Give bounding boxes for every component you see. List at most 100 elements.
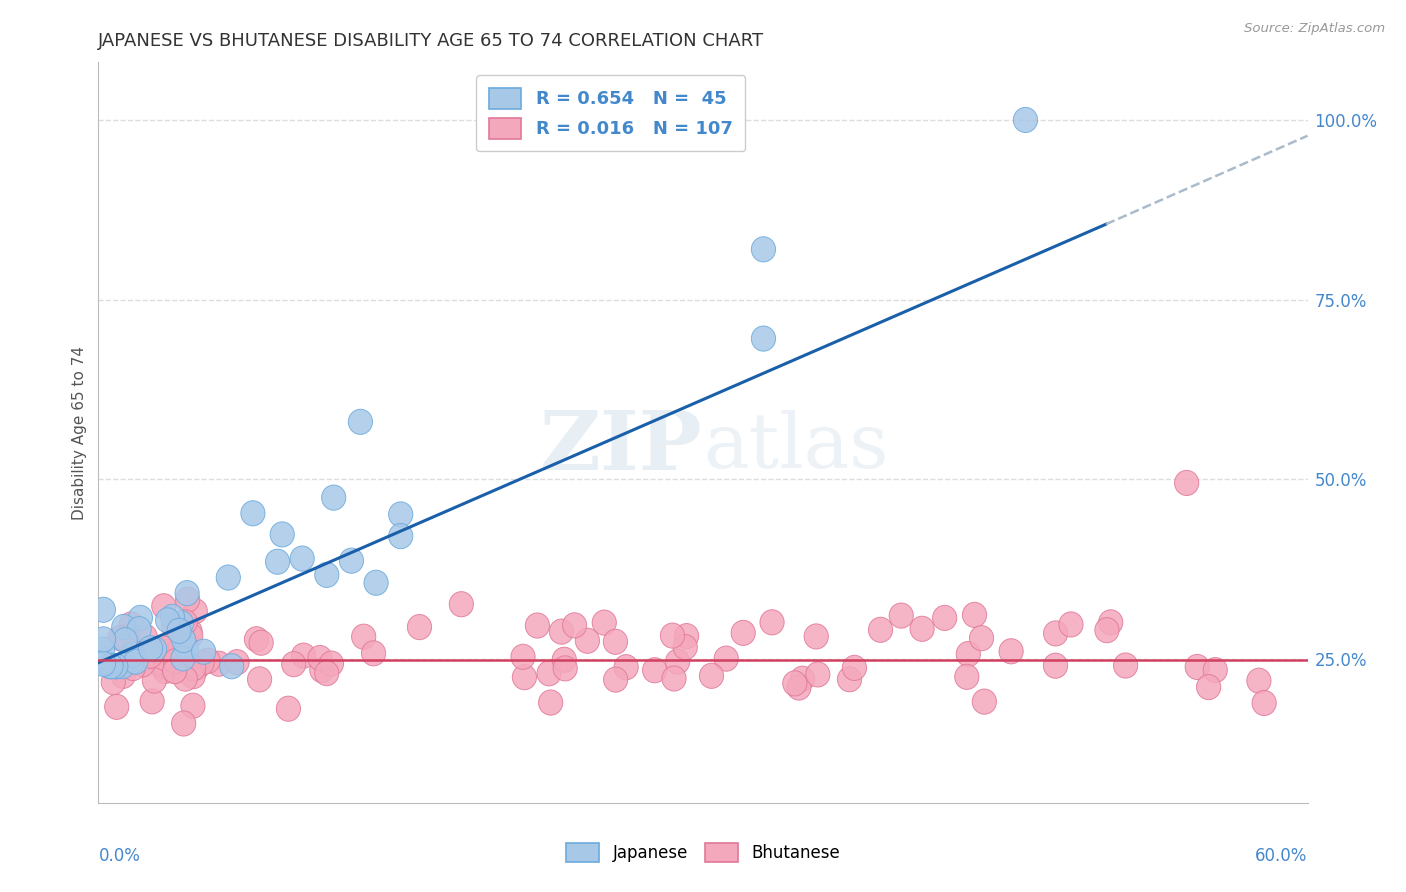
Ellipse shape [181, 656, 205, 681]
Ellipse shape [112, 628, 138, 653]
Ellipse shape [889, 603, 914, 628]
Ellipse shape [553, 648, 576, 673]
Ellipse shape [141, 689, 165, 714]
Ellipse shape [1014, 107, 1038, 133]
Ellipse shape [179, 618, 202, 644]
Ellipse shape [173, 610, 197, 635]
Ellipse shape [510, 644, 536, 669]
Legend: Japanese, Bhutanese: Japanese, Bhutanese [560, 836, 846, 869]
Ellipse shape [842, 656, 866, 681]
Ellipse shape [270, 522, 294, 547]
Ellipse shape [156, 636, 180, 661]
Ellipse shape [614, 655, 638, 680]
Ellipse shape [291, 643, 315, 668]
Ellipse shape [138, 643, 163, 668]
Ellipse shape [662, 666, 686, 691]
Ellipse shape [869, 617, 893, 642]
Ellipse shape [956, 641, 980, 666]
Ellipse shape [108, 625, 132, 650]
Ellipse shape [127, 616, 152, 641]
Ellipse shape [111, 664, 135, 689]
Ellipse shape [665, 649, 690, 674]
Ellipse shape [322, 485, 346, 510]
Ellipse shape [673, 634, 697, 660]
Ellipse shape [104, 654, 128, 679]
Ellipse shape [190, 650, 214, 675]
Ellipse shape [349, 409, 373, 434]
Ellipse shape [388, 524, 413, 549]
Ellipse shape [408, 615, 432, 640]
Ellipse shape [90, 637, 114, 662]
Ellipse shape [167, 618, 191, 643]
Ellipse shape [575, 628, 599, 653]
Ellipse shape [281, 651, 305, 677]
Ellipse shape [388, 502, 413, 527]
Ellipse shape [309, 657, 333, 682]
Text: 0.0%: 0.0% [98, 847, 141, 865]
Ellipse shape [104, 654, 128, 679]
Ellipse shape [191, 639, 215, 665]
Ellipse shape [308, 646, 332, 671]
Ellipse shape [172, 711, 195, 736]
Ellipse shape [1095, 617, 1119, 643]
Ellipse shape [160, 604, 184, 630]
Ellipse shape [806, 662, 830, 687]
Ellipse shape [181, 693, 205, 718]
Ellipse shape [603, 667, 627, 692]
Ellipse shape [910, 616, 934, 641]
Ellipse shape [790, 666, 814, 691]
Text: JAPANESE VS BHUTANESE DISABILITY AGE 65 TO 74 CORRELATION CHART: JAPANESE VS BHUTANESE DISABILITY AGE 65 … [98, 32, 765, 50]
Ellipse shape [156, 607, 180, 633]
Ellipse shape [932, 606, 956, 631]
Ellipse shape [315, 661, 339, 686]
Ellipse shape [804, 624, 828, 649]
Ellipse shape [339, 548, 364, 574]
Ellipse shape [138, 636, 163, 661]
Ellipse shape [538, 690, 562, 715]
Ellipse shape [115, 627, 139, 652]
Ellipse shape [352, 624, 375, 649]
Ellipse shape [111, 615, 136, 640]
Ellipse shape [131, 652, 155, 677]
Ellipse shape [643, 657, 666, 682]
Ellipse shape [207, 651, 231, 676]
Ellipse shape [195, 648, 221, 673]
Ellipse shape [973, 689, 997, 714]
Ellipse shape [173, 666, 197, 691]
Ellipse shape [319, 651, 343, 676]
Ellipse shape [91, 627, 115, 652]
Ellipse shape [217, 565, 240, 591]
Ellipse shape [155, 639, 179, 665]
Ellipse shape [181, 664, 205, 689]
Ellipse shape [699, 664, 724, 689]
Ellipse shape [90, 647, 114, 672]
Ellipse shape [170, 611, 194, 636]
Ellipse shape [98, 654, 124, 679]
Ellipse shape [1114, 653, 1137, 678]
Ellipse shape [104, 694, 129, 720]
Ellipse shape [121, 656, 145, 681]
Ellipse shape [174, 636, 198, 661]
Ellipse shape [751, 236, 776, 262]
Ellipse shape [163, 648, 187, 673]
Ellipse shape [512, 665, 537, 690]
Ellipse shape [714, 646, 738, 671]
Ellipse shape [110, 654, 135, 679]
Y-axis label: Disability Age 65 to 74: Disability Age 65 to 74 [72, 345, 87, 520]
Ellipse shape [225, 649, 249, 674]
Ellipse shape [167, 612, 191, 638]
Ellipse shape [249, 630, 273, 656]
Ellipse shape [121, 642, 145, 667]
Ellipse shape [1043, 621, 1067, 646]
Ellipse shape [128, 606, 152, 631]
Ellipse shape [550, 619, 574, 644]
Ellipse shape [675, 624, 699, 648]
Ellipse shape [838, 666, 862, 692]
Ellipse shape [124, 649, 148, 674]
Ellipse shape [169, 636, 193, 661]
Ellipse shape [1204, 657, 1227, 682]
Ellipse shape [553, 656, 578, 681]
Ellipse shape [163, 658, 187, 683]
Ellipse shape [179, 624, 202, 648]
Ellipse shape [122, 639, 146, 665]
